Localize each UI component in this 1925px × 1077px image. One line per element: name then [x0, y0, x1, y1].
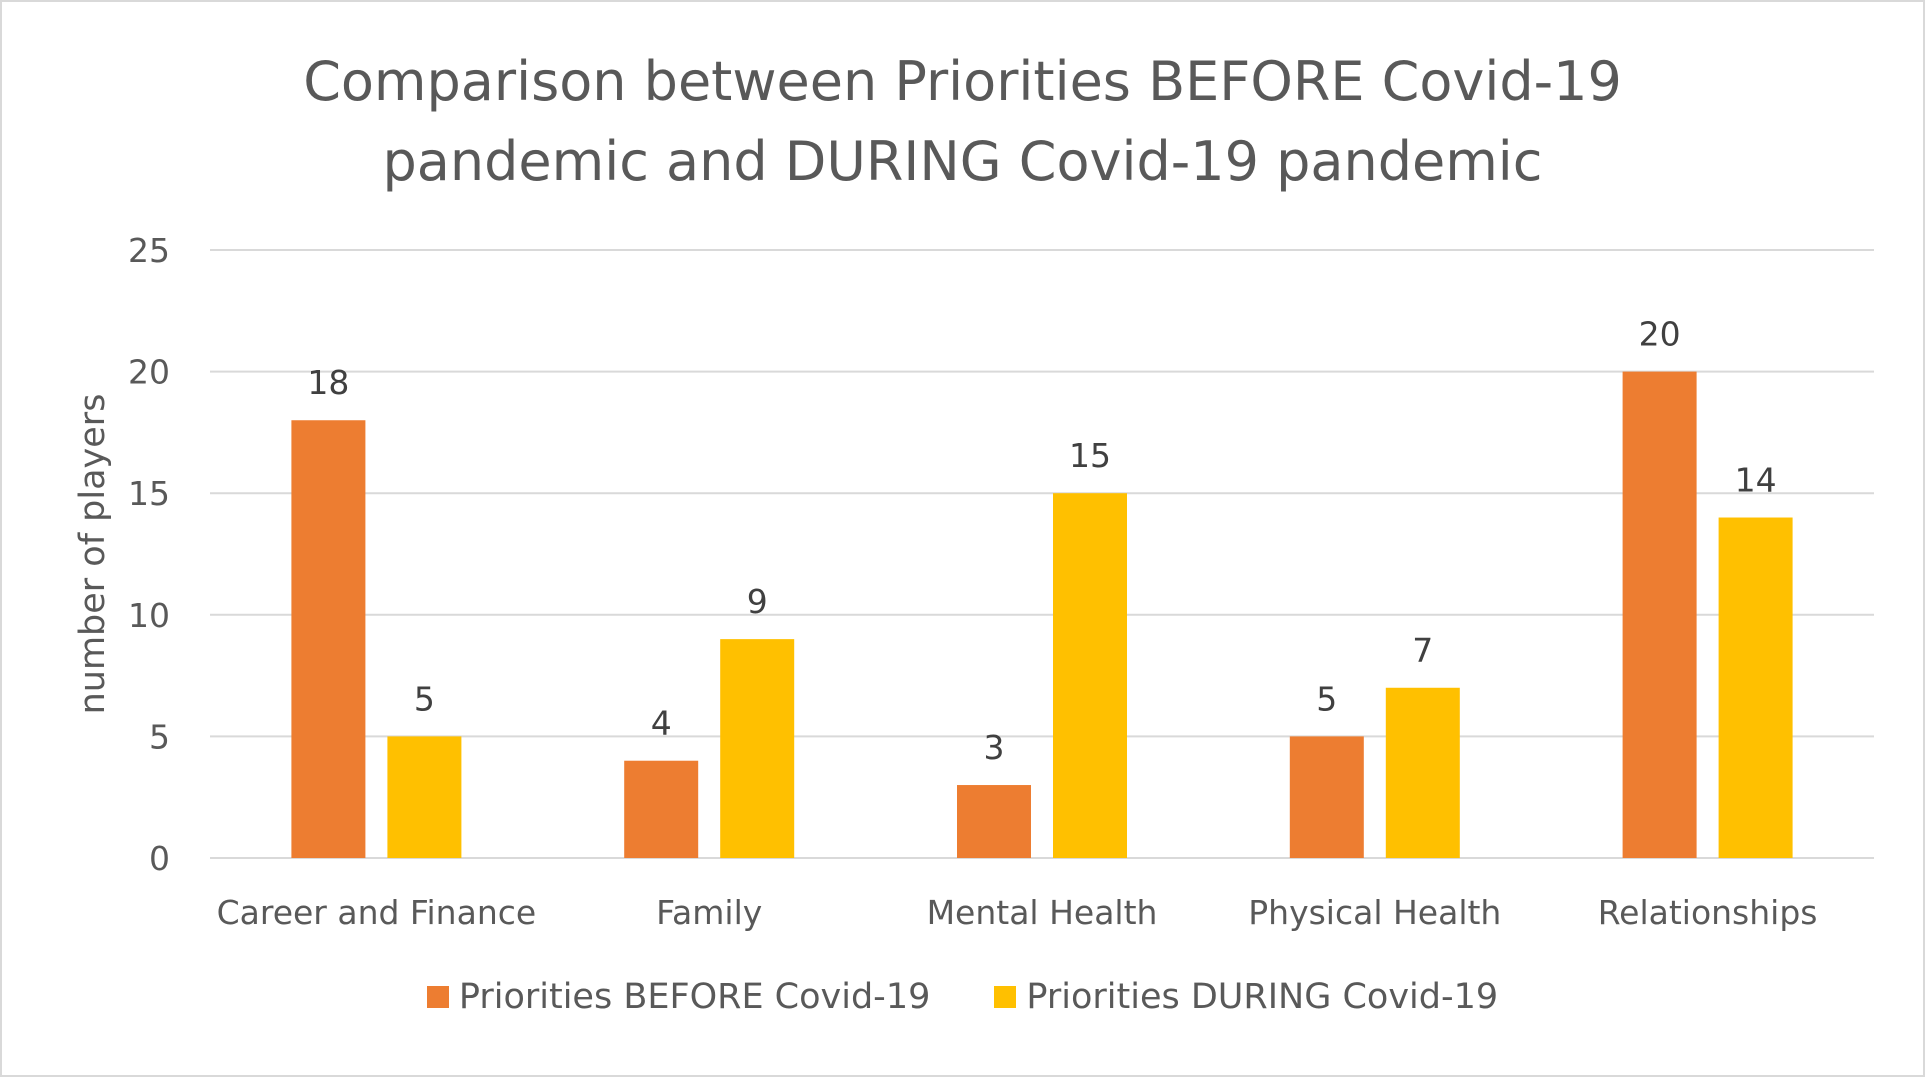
category-labels: Career and Finance Family Mental Health Phy…	[217, 893, 1818, 932]
y-tick-label: 25	[128, 231, 170, 270]
data-label: 5	[1316, 679, 1337, 718]
y-tick-label: 5	[149, 717, 170, 756]
bar-series0-0	[291, 420, 366, 858]
data-label: 20	[1639, 315, 1681, 354]
gridlines	[210, 249, 1874, 859]
category-label: Physical Health	[1248, 893, 1501, 932]
bar-series0-1	[624, 760, 699, 858]
bar-series1-1	[720, 639, 795, 858]
bars	[291, 371, 1793, 858]
data-label: 15	[1069, 436, 1111, 475]
category-label: Career and Finance	[217, 893, 537, 932]
category-label: Family	[656, 893, 762, 932]
legend-item-during: Priorities DURING Covid-19	[994, 977, 1498, 1017]
data-labels: 18 5 4 9 3 15 5 7 20 14	[307, 315, 1776, 767]
category-label: Mental Health	[927, 893, 1158, 932]
y-axis-ticks: 0 5 10 15 20 25	[128, 231, 170, 878]
y-tick-label: 20	[128, 353, 170, 392]
chart-title-line-2: pandemic and DURING Covid-19 pandemic	[382, 130, 1543, 193]
y-axis-title: number of players	[73, 394, 113, 715]
y-tick-label: 15	[128, 474, 170, 513]
data-label: 7	[1412, 631, 1433, 670]
data-label: 5	[414, 679, 435, 718]
legend: Priorities BEFORE Covid-19 Priorities DU…	[2, 977, 1923, 1017]
data-label: 4	[651, 704, 672, 743]
bar-series0-3	[1289, 736, 1364, 858]
legend-label-during: Priorities DURING Covid-19	[1026, 977, 1499, 1017]
bar-series1-4	[1718, 517, 1793, 858]
bar-series1-0	[387, 736, 462, 858]
bar-series1-2	[1053, 493, 1127, 858]
data-label: 18	[307, 363, 349, 402]
bar-series0-4	[1622, 371, 1697, 858]
legend-label-before: Priorities BEFORE Covid-19	[458, 977, 931, 1017]
data-label: 9	[747, 582, 768, 621]
chart-title: Comparison between Priorities BEFORE Cov…	[2, 42, 1923, 202]
y-tick-label: 0	[149, 839, 170, 878]
chart-title-line-1: Comparison between Priorities BEFORE Cov…	[303, 50, 1622, 113]
legend-swatch-before	[426, 986, 449, 1008]
data-label: 3	[984, 728, 1005, 767]
legend-swatch-during	[994, 986, 1017, 1008]
bar-series0-2	[957, 785, 1031, 858]
data-label: 14	[1735, 461, 1777, 500]
legend-item-before: Priorities BEFORE Covid-19	[426, 977, 931, 1017]
bar-series1-3	[1385, 687, 1460, 858]
y-tick-label: 10	[128, 596, 170, 635]
category-label: Relationships	[1598, 893, 1818, 932]
